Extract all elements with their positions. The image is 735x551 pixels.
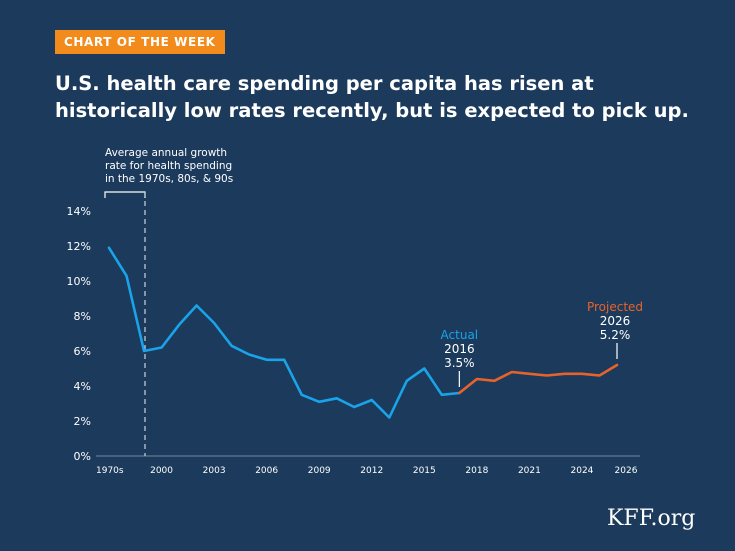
annotation-year-projected: 2026 xyxy=(600,314,631,328)
decade-bracket xyxy=(104,191,146,198)
x-tick-label: 2012 xyxy=(360,466,383,476)
y-tick-label: 6% xyxy=(74,345,91,358)
x-tick-label: 2021 xyxy=(518,466,541,476)
y-tick-label: 12% xyxy=(67,240,91,253)
x-tick-label: 2003 xyxy=(203,466,226,476)
decade-bracket-label: Average annual growth rate for health spe… xyxy=(105,147,233,185)
annotation-title-actual: Actual xyxy=(441,328,479,342)
kff-logo: KFF.org xyxy=(607,506,696,531)
y-tick-label: 10% xyxy=(67,275,91,288)
chart-title: U.S. health care spending per capita has… xyxy=(55,72,689,122)
y-tick-label: 14% xyxy=(67,205,91,218)
annotation-value-projected: 5.2% xyxy=(600,328,631,342)
annotation-year-actual: 2016 xyxy=(444,342,475,356)
x-tick-label: 2024 xyxy=(571,466,594,476)
series-line-projected xyxy=(457,363,619,395)
x-tick-label: 2015 xyxy=(413,466,436,476)
chart-of-the-week-badge: CHART OF THE WEEK xyxy=(55,30,225,54)
y-tick-label: 2% xyxy=(74,415,91,428)
y-tick-label: 0% xyxy=(74,450,91,463)
x-tick-label: 2000 xyxy=(150,466,173,476)
x-tick-label: 2018 xyxy=(465,466,488,476)
x-tick-label: 1970s xyxy=(96,466,124,476)
y-tick-label: 8% xyxy=(74,310,91,323)
series-line-actual xyxy=(107,246,461,419)
annotation-title-projected: Projected xyxy=(587,300,643,314)
y-tick-label: 4% xyxy=(74,380,91,393)
x-tick-label: 2009 xyxy=(308,466,331,476)
x-tick-label: 2006 xyxy=(255,466,278,476)
annotation-value-actual: 3.5% xyxy=(444,356,475,370)
x-tick-label: 2026 xyxy=(615,466,638,476)
